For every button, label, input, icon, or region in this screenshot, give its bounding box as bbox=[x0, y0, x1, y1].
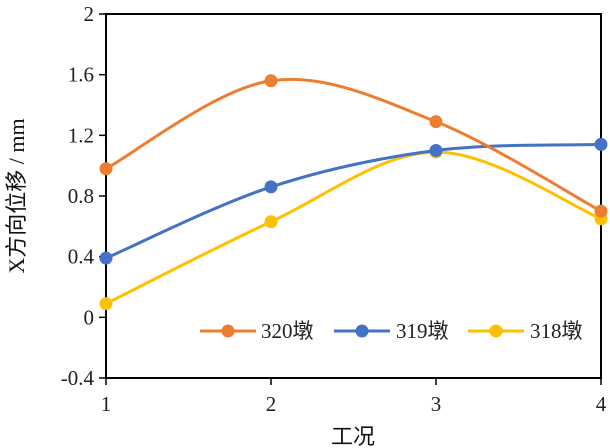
legend-label-318: 318墩 bbox=[530, 319, 583, 343]
series-layer bbox=[99, 74, 608, 311]
x-axis-title: 工况 bbox=[331, 424, 375, 448]
series-line bbox=[105, 77, 602, 213]
y-axis-title: X方向位移 / mm bbox=[4, 118, 29, 273]
y-tick-label: 1.6 bbox=[68, 63, 94, 87]
y-axis-ticks: -0.4 0 0.4 0.8 1.2 1.6 2 bbox=[61, 2, 106, 390]
series-line bbox=[105, 150, 602, 306]
legend-marker-318 bbox=[489, 324, 503, 338]
data-point bbox=[99, 297, 113, 311]
y-tick-label: 0.4 bbox=[68, 245, 95, 269]
y-tick-label: 0 bbox=[84, 305, 95, 329]
legend: 320墩 319墩 318墩 bbox=[200, 319, 583, 343]
data-point bbox=[429, 115, 443, 129]
data-point bbox=[264, 74, 278, 88]
legend-label-319: 319墩 bbox=[396, 319, 449, 343]
legend-item-319: 319墩 bbox=[334, 319, 449, 343]
legend-marker-319 bbox=[355, 324, 369, 338]
legend-label-320: 320墩 bbox=[261, 319, 314, 343]
legend-item-320: 320墩 bbox=[200, 319, 314, 343]
data-point bbox=[99, 251, 113, 265]
x-tick-label: 4 bbox=[596, 392, 607, 416]
data-point bbox=[594, 137, 608, 151]
series-line bbox=[105, 142, 602, 260]
data-point bbox=[594, 204, 608, 218]
y-tick-label: 2 bbox=[84, 2, 95, 26]
data-point bbox=[264, 180, 278, 194]
x-tick-label: 1 bbox=[101, 392, 112, 416]
legend-item-318: 318墩 bbox=[468, 319, 583, 343]
x-tick-label: 2 bbox=[266, 392, 277, 416]
legend-box bbox=[194, 312, 600, 351]
x-tick-label: 3 bbox=[431, 392, 442, 416]
y-tick-label: -0.4 bbox=[61, 366, 95, 390]
series-320墩 bbox=[99, 74, 608, 218]
y-tick-label: 0.8 bbox=[68, 184, 94, 208]
legend-marker-320 bbox=[221, 324, 235, 338]
data-point bbox=[99, 162, 113, 176]
data-point bbox=[264, 215, 278, 229]
x-axis-ticks: 1 2 3 4 bbox=[101, 378, 607, 416]
y-tick-label: 1.2 bbox=[68, 123, 94, 147]
series-319墩 bbox=[99, 137, 608, 265]
data-point bbox=[429, 144, 443, 157]
